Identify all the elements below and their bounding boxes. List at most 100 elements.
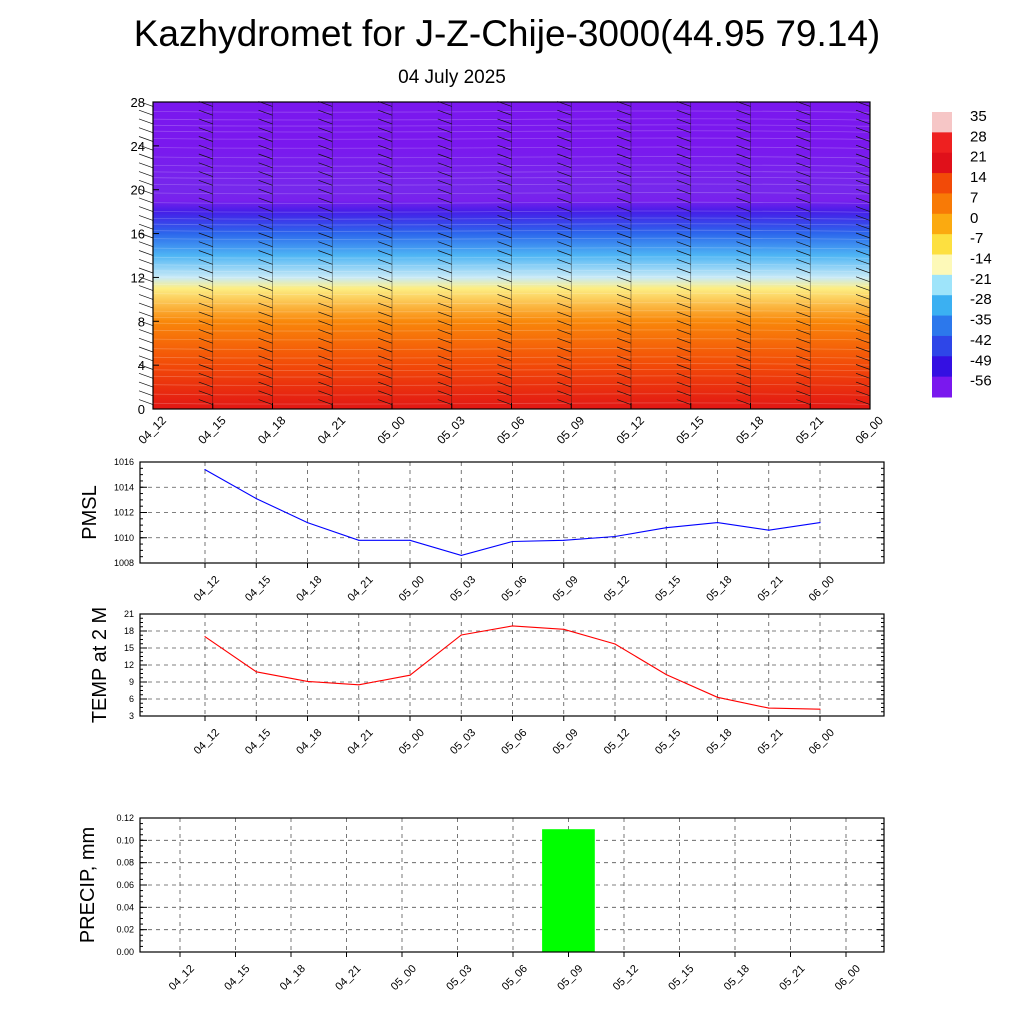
x-tick-label: 04_18 bbox=[255, 413, 289, 447]
wind-barb bbox=[258, 136, 273, 142]
wind-barb bbox=[796, 355, 811, 362]
wind-barb bbox=[557, 215, 572, 221]
colorbar-swatch bbox=[932, 335, 952, 357]
wind-barb bbox=[258, 250, 273, 256]
wind-barb bbox=[318, 302, 333, 309]
wind-barb bbox=[855, 136, 871, 142]
wind-barb bbox=[138, 285, 154, 291]
x-tick-label: 05_03 bbox=[448, 727, 478, 757]
x-tick-label: 05_03 bbox=[444, 963, 474, 993]
wind-barb bbox=[318, 294, 333, 300]
wind-barb bbox=[377, 258, 393, 265]
contour-line bbox=[152, 201, 871, 204]
x-tick-label: 05_15 bbox=[666, 963, 696, 993]
contour-line bbox=[152, 146, 871, 149]
x-tick-label: 05_12 bbox=[602, 574, 632, 604]
wind-barb bbox=[377, 364, 393, 370]
contour-line bbox=[152, 402, 871, 405]
wind-barb bbox=[377, 381, 393, 388]
colorbar-swatch bbox=[932, 376, 952, 398]
wind-barb bbox=[736, 390, 751, 397]
wind-barb bbox=[497, 399, 512, 405]
wind-barb bbox=[198, 364, 213, 370]
y-tick-label: 0.04 bbox=[116, 902, 134, 912]
wind-barb bbox=[497, 127, 512, 134]
wind-barb bbox=[437, 337, 452, 344]
x-tick-label: 04_15 bbox=[243, 727, 273, 757]
wind-barb bbox=[855, 215, 871, 221]
wind-barb bbox=[796, 188, 811, 195]
contour-line bbox=[152, 130, 871, 133]
x-tick-label: 04_18 bbox=[294, 574, 324, 604]
wind-barb bbox=[616, 179, 632, 186]
colorbar-swatch bbox=[932, 112, 952, 133]
wind-barb bbox=[437, 381, 452, 388]
wind-barb bbox=[497, 276, 512, 283]
wind-barb bbox=[557, 223, 572, 230]
wind-barb bbox=[198, 223, 213, 230]
wind-barb bbox=[557, 294, 572, 300]
wind-barb bbox=[377, 162, 393, 169]
contour-line bbox=[152, 269, 871, 273]
data-point bbox=[255, 498, 257, 500]
x-tick-label: 05_03 bbox=[434, 413, 468, 447]
wind-barb bbox=[198, 276, 213, 283]
x-tick-label: 04_15 bbox=[222, 963, 252, 993]
wind-barb bbox=[616, 276, 632, 283]
wind-barb bbox=[437, 109, 452, 116]
wind-barb bbox=[138, 337, 154, 344]
wind-barb bbox=[497, 153, 512, 160]
data-point bbox=[665, 674, 667, 676]
wind-barb bbox=[198, 162, 213, 169]
wind-barb bbox=[796, 127, 811, 134]
y-tick-label: 1014 bbox=[114, 482, 134, 492]
data-point bbox=[511, 625, 514, 627]
wind-barb bbox=[736, 118, 751, 125]
wind-barb bbox=[676, 346, 691, 353]
wind-barb bbox=[557, 118, 572, 125]
contour-line bbox=[152, 223, 871, 226]
wind-barb bbox=[616, 232, 632, 239]
y-tick-label: 4 bbox=[138, 358, 145, 373]
x-tick-label: 05_12 bbox=[611, 963, 641, 993]
wind-barb bbox=[198, 241, 213, 248]
wind-barb bbox=[676, 355, 691, 362]
wind-barb bbox=[736, 258, 751, 265]
wind-barb bbox=[676, 188, 691, 195]
wind-barb bbox=[377, 232, 393, 239]
wind-barb bbox=[557, 171, 572, 177]
wind-barb bbox=[855, 241, 871, 248]
wind-barb bbox=[198, 311, 213, 318]
wind-barb bbox=[616, 311, 632, 318]
x-tick-label: 05_21 bbox=[756, 574, 786, 604]
wind-barb bbox=[437, 241, 452, 248]
wind-barb bbox=[855, 250, 871, 256]
wind-barb bbox=[258, 188, 273, 195]
contour-line bbox=[152, 292, 871, 295]
wind-barb bbox=[855, 381, 871, 388]
wind-barb bbox=[437, 329, 452, 335]
page-subtitle: 04 July 2025 bbox=[398, 67, 506, 88]
wind-barb bbox=[258, 294, 273, 300]
y-tick-label: 12 bbox=[124, 660, 134, 670]
wind-barb bbox=[138, 311, 154, 318]
wind-barb bbox=[318, 206, 333, 212]
x-tick-label: 05_18 bbox=[704, 727, 734, 757]
contour-line bbox=[152, 310, 871, 313]
wind-barb bbox=[497, 302, 512, 309]
wind-barb bbox=[557, 311, 572, 318]
x-tick-label: 04_21 bbox=[333, 963, 363, 993]
wind-barb bbox=[258, 285, 273, 291]
wind-barb bbox=[736, 241, 751, 248]
wind-barb bbox=[318, 364, 333, 370]
x-tick-label: 04_15 bbox=[243, 574, 273, 604]
wind-barb bbox=[676, 250, 691, 256]
wind-barb bbox=[855, 337, 871, 344]
data-point bbox=[716, 522, 719, 524]
wind-barb bbox=[736, 188, 751, 195]
wind-barb bbox=[138, 320, 154, 327]
data-point bbox=[409, 539, 411, 541]
wind-barb bbox=[437, 153, 452, 160]
wind-barb bbox=[796, 311, 811, 318]
wind-barb bbox=[138, 276, 154, 283]
